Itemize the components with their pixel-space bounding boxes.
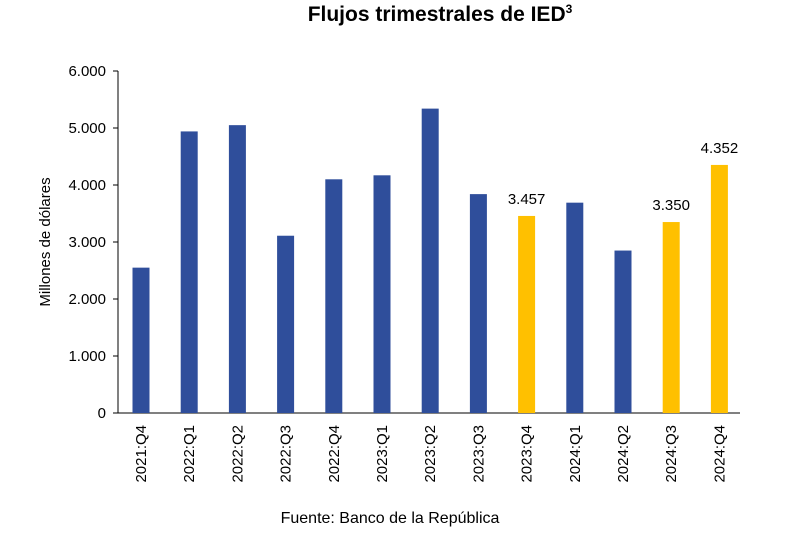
y-tick-label: 2.000 — [68, 291, 106, 308]
y-tick-label: 0 — [98, 405, 106, 422]
chart-title: Flujos trimestrales de IED3 — [0, 2, 800, 27]
x-tick-label: 2023:Q1 — [374, 425, 391, 483]
data-label: 3.350 — [652, 197, 690, 214]
x-tick-label: 2024:Q1 — [567, 425, 584, 483]
bar — [228, 125, 246, 414]
bar — [180, 131, 198, 414]
bar — [277, 235, 295, 413]
data-label: 4.352 — [701, 140, 739, 157]
x-tick-label: 2022:Q4 — [326, 425, 343, 483]
bar — [421, 108, 439, 414]
y-tick-label: 6.000 — [68, 63, 106, 80]
x-tick-label: 2023:Q3 — [470, 425, 487, 483]
x-tick-label: 2022:Q1 — [181, 425, 198, 483]
chart-source: Fuente: Banco de la República — [280, 510, 500, 527]
y-tick-label: 4.000 — [68, 177, 106, 194]
bar — [566, 202, 584, 413]
x-tick-label: 2021:Q4 — [133, 425, 150, 483]
bar — [710, 164, 728, 413]
y-tick-label: 5.000 — [68, 120, 106, 137]
chart-title-superscript: 3 — [565, 2, 573, 16]
bar — [469, 194, 487, 413]
data-label: 3.457 — [508, 191, 546, 208]
x-tick-label: 2022:Q3 — [278, 425, 295, 483]
x-tick-label: 2023:Q2 — [422, 425, 439, 483]
y-tick-label: 3.000 — [68, 234, 106, 251]
y-axis-label: Millones de dólares — [37, 177, 54, 306]
bar — [373, 175, 391, 413]
chart-title-text: Flujos trimestrales de IED — [307, 3, 566, 26]
x-tick-label: 2022:Q2 — [229, 425, 246, 483]
x-tick-label: 2024:Q4 — [711, 425, 728, 483]
y-tick-label: 1.000 — [68, 348, 106, 365]
bar — [325, 179, 343, 413]
bar — [614, 250, 632, 413]
bar — [662, 222, 680, 413]
bar — [518, 215, 536, 413]
bar — [132, 267, 150, 413]
x-tick-label: 2024:Q3 — [663, 425, 680, 483]
x-tick-label: 2023:Q4 — [519, 425, 536, 483]
x-tick-label: 2024:Q2 — [615, 425, 632, 483]
